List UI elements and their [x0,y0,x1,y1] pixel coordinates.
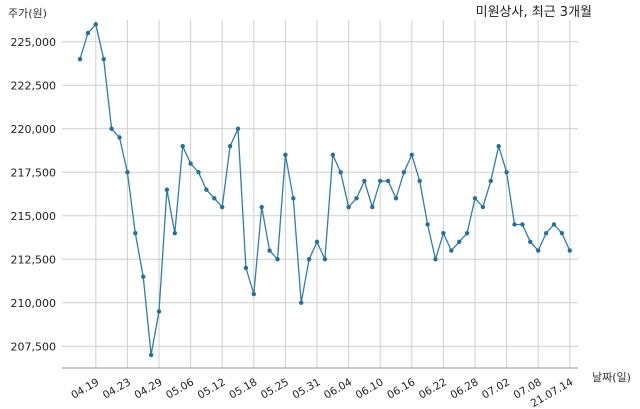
data-point [85,30,91,36]
data-point [354,196,359,201]
x-tick-label: 06.16 [385,376,417,402]
data-point [93,22,99,27]
data-point [227,143,233,149]
x-tick-label: 06.28 [448,376,480,401]
x-tick-label: 06.04 [322,376,354,402]
price-line [79,22,571,356]
data-point [464,230,470,236]
price-points [77,22,572,358]
data-point [433,257,438,262]
data-point [133,230,138,236]
y-tick-label: 212,500 [11,253,57,266]
y-tick-label: 225,000 [11,36,57,49]
data-point [449,248,454,253]
x-tick-label: 06.10 [354,376,386,401]
x-tick-label: 05.31 [290,376,322,401]
data-point [212,196,217,201]
data-point [425,222,430,227]
data-point [480,204,486,210]
data-point [172,230,177,236]
data-point [251,291,256,297]
data-point [306,257,312,262]
data-point [220,204,225,210]
data-point [370,204,375,210]
data-point [512,222,517,227]
x-tick-label: 04.29 [132,376,164,401]
data-point [472,196,478,201]
grid [62,20,578,368]
chart-title: 미원상사, 최근 3개월 [476,5,592,20]
data-point [275,257,280,262]
data-point [378,178,383,184]
data-point [125,170,130,175]
x-tick-label: 07.02 [480,376,512,401]
data-point [188,161,193,166]
data-point [543,230,549,236]
data-point [496,143,501,149]
x-tick-label: 06.22 [417,376,449,401]
data-point [551,222,557,227]
data-point [299,300,304,305]
data-point [338,170,343,175]
data-point [109,126,114,131]
data-point [243,265,249,271]
data-point [322,257,328,262]
x-tick-label: 05.12 [196,376,228,401]
x-tick-label: 04.19 [69,376,101,401]
x-tick-label: 05.06 [164,376,196,402]
data-point [457,239,462,245]
data-point [141,274,146,279]
x-axis-label: 날짜(일) [592,370,631,384]
data-point [567,248,572,253]
data-point [148,352,154,358]
x-tick-label: 05.18 [227,376,259,401]
data-point [385,178,391,184]
data-point [164,187,170,192]
y-tick-label: 220,000 [11,123,57,136]
data-point [409,152,414,158]
x-tick-label: 04.23 [101,376,133,401]
y-tick-label: 207,500 [11,340,57,353]
data-point [417,178,422,184]
data-point [180,143,185,149]
y-tick-label: 210,000 [11,297,57,310]
y-axis-label: 주가(원) [8,7,47,20]
data-point [401,170,407,175]
y-tick-label: 217,500 [11,166,57,179]
data-point [196,170,201,175]
y-tick-label: 222,500 [11,79,57,92]
data-point [536,248,541,253]
y-tick-label: 215,000 [11,210,57,223]
data-point [314,239,320,245]
y-tick-labels: 207,500 210,000 212,500 215,000 217,500 220,0… [11,36,57,354]
data-point [362,178,367,184]
data-point [291,196,296,201]
data-point [156,309,162,314]
data-point [441,230,446,236]
data-point [259,204,264,210]
data-point [504,170,509,175]
data-point [101,56,106,62]
data-point [559,230,565,236]
x-tick-labels: 04.19 04.23 04.29 05.06 05.12 05.18 05.25 05.31… [69,376,575,409]
data-point [267,248,272,253]
data-point [117,135,122,140]
data-point [283,152,288,158]
data-point [235,126,241,131]
data-point [346,204,351,210]
data-point [393,196,399,201]
x-tick-label: 05.25 [259,376,291,401]
data-point [528,239,533,245]
data-point [77,56,83,62]
data-point [330,152,335,158]
data-point [204,187,209,192]
data-point [488,178,493,184]
data-point [520,222,525,227]
